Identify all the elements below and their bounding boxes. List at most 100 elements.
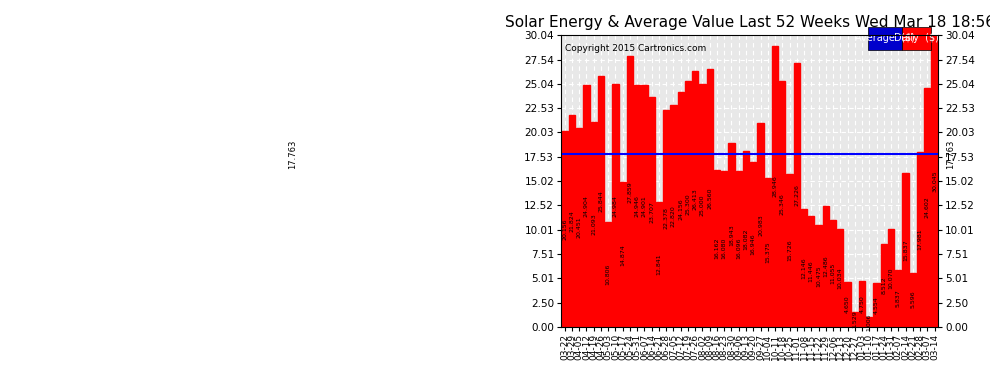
Bar xyxy=(808,216,815,327)
Bar xyxy=(699,84,706,327)
Text: 15.375: 15.375 xyxy=(765,242,770,263)
Bar xyxy=(844,282,850,327)
Bar xyxy=(830,219,837,327)
Text: 14.874: 14.874 xyxy=(620,244,626,266)
Bar xyxy=(576,128,582,327)
Bar xyxy=(605,222,611,327)
Text: 24.901: 24.901 xyxy=(642,195,647,217)
Bar xyxy=(750,162,756,327)
Text: 4.554: 4.554 xyxy=(874,296,879,314)
Bar xyxy=(670,105,676,327)
Bar xyxy=(591,122,597,327)
Bar xyxy=(729,143,735,327)
Bar xyxy=(859,281,865,327)
Bar xyxy=(801,209,807,327)
Text: 16.096: 16.096 xyxy=(737,238,742,260)
Text: 22.378: 22.378 xyxy=(663,207,668,229)
Text: 15.726: 15.726 xyxy=(787,240,792,261)
Text: 24.946: 24.946 xyxy=(635,195,640,217)
Text: 10.034: 10.034 xyxy=(838,267,842,289)
Text: 1.529: 1.529 xyxy=(852,310,857,328)
Bar xyxy=(794,63,800,327)
Bar xyxy=(736,171,742,327)
Bar xyxy=(838,230,843,327)
Text: 12.146: 12.146 xyxy=(802,257,807,279)
Text: 25.300: 25.300 xyxy=(685,193,690,215)
Text: 1.006: 1.006 xyxy=(867,313,872,331)
Title: Solar Energy & Average Value Last 52 Weeks Wed Mar 18 18:56: Solar Energy & Average Value Last 52 Wee… xyxy=(505,15,990,30)
Text: 12.486: 12.486 xyxy=(824,255,829,277)
Text: 25.346: 25.346 xyxy=(780,193,785,215)
Text: 17.981: 17.981 xyxy=(918,229,923,251)
Bar xyxy=(917,152,923,327)
Bar xyxy=(656,202,662,327)
Text: 23.707: 23.707 xyxy=(649,201,654,223)
Text: 30.045: 30.045 xyxy=(932,170,938,192)
Text: 5.837: 5.837 xyxy=(896,290,901,308)
Bar xyxy=(561,131,568,327)
Text: 21.824: 21.824 xyxy=(569,210,574,232)
Bar xyxy=(851,312,858,327)
Bar xyxy=(663,110,669,327)
Text: 24.904: 24.904 xyxy=(584,195,589,217)
Bar xyxy=(569,115,575,327)
Text: 18.943: 18.943 xyxy=(729,224,734,246)
Bar xyxy=(620,183,626,327)
Text: 20.451: 20.451 xyxy=(577,217,582,238)
Bar xyxy=(707,69,713,327)
FancyBboxPatch shape xyxy=(902,27,931,50)
Text: 5.596: 5.596 xyxy=(910,291,916,309)
Bar xyxy=(714,170,720,327)
Bar xyxy=(772,46,778,327)
Text: 16.080: 16.080 xyxy=(722,238,727,260)
Text: 24.984: 24.984 xyxy=(613,195,618,216)
Text: 16.162: 16.162 xyxy=(715,238,720,259)
Text: 27.226: 27.226 xyxy=(794,184,799,206)
Bar xyxy=(881,244,887,327)
Bar xyxy=(642,85,647,327)
Bar xyxy=(677,92,684,327)
Text: 27.859: 27.859 xyxy=(628,181,633,203)
Text: 26.560: 26.560 xyxy=(707,187,712,209)
Bar xyxy=(598,76,604,327)
Bar xyxy=(685,81,691,327)
Bar xyxy=(757,123,763,327)
Bar xyxy=(613,84,619,327)
Text: 28.946: 28.946 xyxy=(772,176,777,197)
Bar xyxy=(888,229,894,327)
Text: 11.446: 11.446 xyxy=(809,261,814,282)
Text: Copyright 2015 Cartronics.com: Copyright 2015 Cartronics.com xyxy=(565,44,706,53)
Bar xyxy=(903,173,909,327)
Bar xyxy=(932,35,938,327)
Text: 10.070: 10.070 xyxy=(889,267,894,289)
Bar xyxy=(786,174,793,327)
Text: 25.000: 25.000 xyxy=(700,195,705,216)
Text: 17.763: 17.763 xyxy=(288,140,297,169)
Text: 11.055: 11.055 xyxy=(831,262,836,284)
Bar xyxy=(583,85,589,327)
Text: 16.946: 16.946 xyxy=(750,234,755,255)
Text: 25.844: 25.844 xyxy=(599,190,604,212)
Text: 21.093: 21.093 xyxy=(591,214,596,236)
Text: 22.820: 22.820 xyxy=(671,205,676,227)
Bar xyxy=(742,152,749,327)
Text: 17.763: 17.763 xyxy=(945,140,954,169)
Bar xyxy=(648,97,654,327)
Text: 8.512: 8.512 xyxy=(881,277,886,294)
Bar xyxy=(721,171,728,327)
Text: 4.750: 4.750 xyxy=(859,295,864,313)
Text: 15.837: 15.837 xyxy=(903,239,908,261)
Text: 24.156: 24.156 xyxy=(678,199,683,220)
Bar xyxy=(779,81,785,327)
Text: 4.650: 4.650 xyxy=(845,296,850,313)
Bar xyxy=(895,270,901,327)
Bar xyxy=(816,225,822,327)
Text: 26.413: 26.413 xyxy=(693,188,698,210)
Bar xyxy=(873,283,880,327)
Text: 24.602: 24.602 xyxy=(925,196,930,218)
Text: Average  ($): Average ($) xyxy=(855,33,916,43)
Text: 18.082: 18.082 xyxy=(743,228,748,250)
Text: Daily  ($): Daily ($) xyxy=(894,33,939,43)
Bar xyxy=(635,85,641,327)
Text: 10.475: 10.475 xyxy=(816,265,821,287)
